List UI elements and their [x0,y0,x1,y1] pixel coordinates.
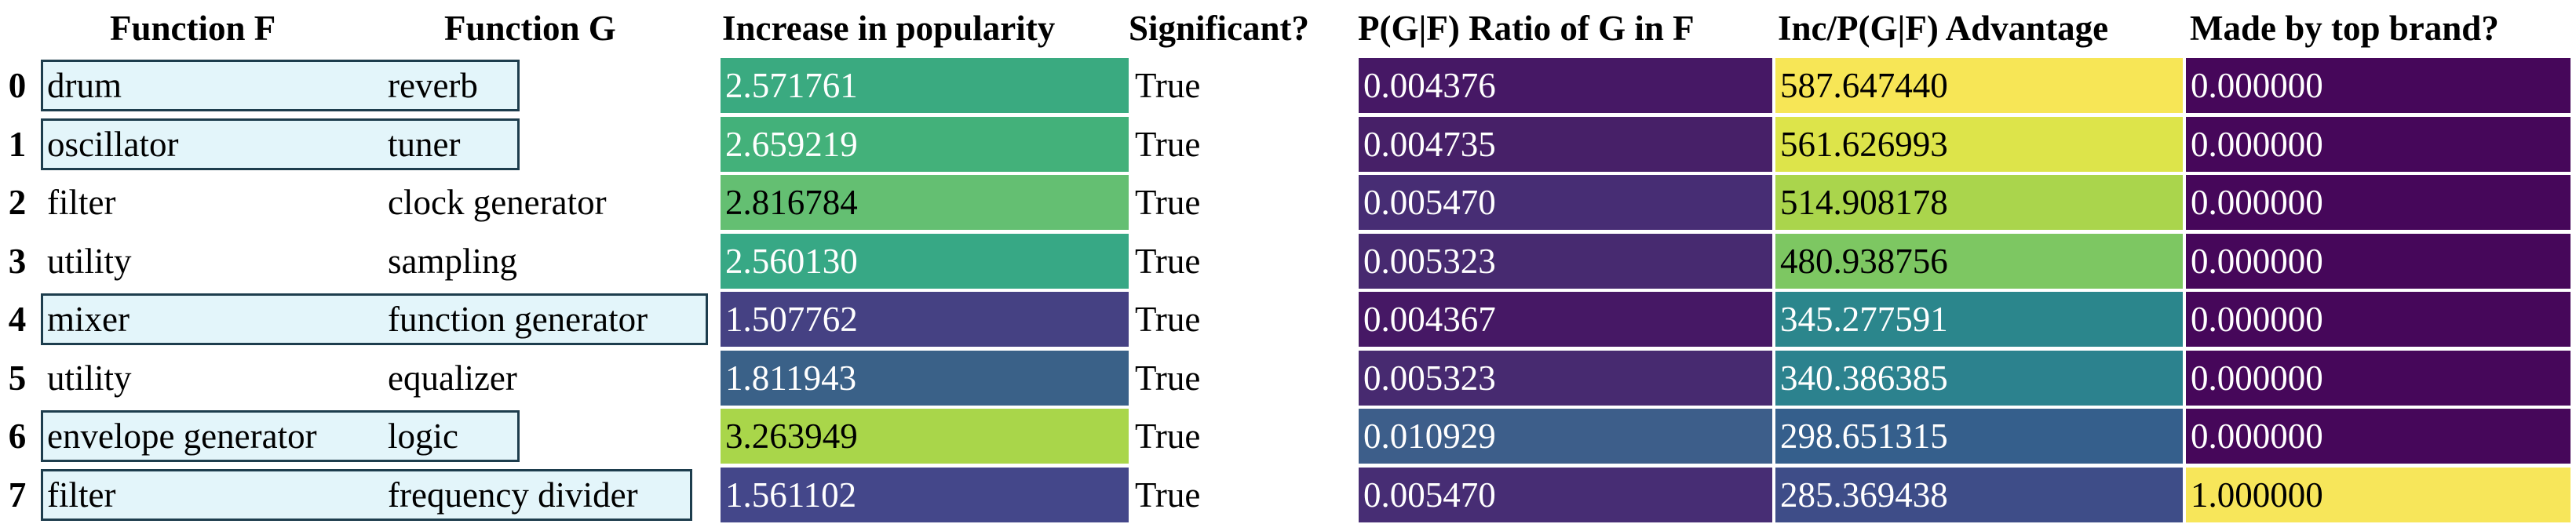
function-g-cell: clock generator [388,183,607,222]
pgf-ratio-cell: 0.004735 [1359,116,1772,172]
increase-cell: 2.816784 [721,175,1129,230]
increase-cell: 3.263949 [721,409,1129,464]
top-brand-cell: 0.000000 [2186,409,2571,464]
header-significant: Significant? [1129,9,1310,48]
function-f-cell: filter [47,183,116,222]
top-brand-cell: 0.000000 [2186,292,2571,347]
inc-pgf-advantage-cell: 561.626993 [1775,116,2183,172]
inc-pgf-advantage-cell: 298.651315 [1775,409,2183,464]
row-index: 1 [8,124,27,164]
significant-cell: True [1135,183,1201,222]
increase-cell: 1.561102 [721,467,1129,522]
row-index: 5 [8,358,27,398]
pgf-ratio-cell: 0.005323 [1359,350,1772,406]
inc-pgf-advantage-cell: 514.908178 [1775,175,2183,230]
significant-cell: True [1135,358,1201,398]
row-index: 4 [8,300,27,339]
function-f-cell: drum [47,66,122,105]
function-g-cell: equalizer [388,358,517,398]
increase-cell: 2.560130 [721,233,1129,289]
top-brand-cell: 0.000000 [2186,233,2571,289]
row-index: 7 [8,475,27,515]
header-function-g: Function G [444,9,616,48]
function-f-cell: utility [47,241,132,281]
header-pgf-ratio: P(G|F) Ratio of G in F [1358,9,1695,48]
significant-cell: True [1135,475,1201,515]
function-pair-highlight-box [41,410,520,462]
header-inc-pgf-advantage: Inc/P(G|F) Advantage [1778,9,2109,48]
inc-pgf-advantage-cell: 480.938756 [1775,233,2183,289]
function-f-cell: utility [47,358,132,398]
significant-cell: True [1135,241,1201,281]
function-g-cell: tuner [388,124,461,164]
header-made-by-top-brand: Made by top brand? [2190,9,2499,48]
row-index: 0 [8,66,27,105]
function-f-cell: filter [47,475,116,515]
function-pair-highlight-box [41,60,520,111]
function-g-cell: sampling [388,241,517,281]
increase-cell: 1.811943 [721,350,1129,406]
row-index: 2 [8,183,27,222]
significant-cell: True [1135,66,1201,105]
function-f-cell: oscillator [47,124,179,164]
top-brand-cell: 1.000000 [2186,467,2571,522]
inc-pgf-advantage-cell: 587.647440 [1775,58,2183,113]
inc-pgf-advantage-cell: 285.369438 [1775,467,2183,522]
increase-cell: 2.571761 [721,58,1129,113]
inc-pgf-advantage-cell: 340.386385 [1775,350,2183,406]
top-brand-cell: 0.000000 [2186,58,2571,113]
function-g-cell: frequency divider [388,475,638,515]
pgf-ratio-cell: 0.005470 [1359,467,1772,522]
function-f-cell: mixer [47,300,130,339]
significant-cell: True [1135,124,1201,164]
header-function-f: Function F [110,9,276,48]
inc-pgf-advantage-cell: 345.277591 [1775,292,2183,347]
top-brand-cell: 0.000000 [2186,116,2571,172]
increase-cell: 2.659219 [721,116,1129,172]
top-brand-cell: 0.000000 [2186,175,2571,230]
header-increase-in-popularity: Increase in popularity [722,9,1056,48]
function-pair-highlight-box [41,293,708,345]
function-g-cell: function generator [388,300,648,339]
pgf-ratio-cell: 0.010929 [1359,409,1772,464]
row-index: 3 [8,241,27,281]
pgf-ratio-cell: 0.005323 [1359,233,1772,289]
function-pair-highlight-box [41,468,692,521]
function-pair-highlight-box [41,118,520,170]
top-brand-cell: 0.000000 [2186,350,2571,406]
significant-cell: True [1135,300,1201,339]
function-g-cell: reverb [388,66,478,105]
increase-cell: 1.507762 [721,292,1129,347]
pgf-ratio-cell: 0.004376 [1359,58,1772,113]
function-f-cell: envelope generator [47,417,317,456]
row-index: 6 [8,417,27,456]
pgf-ratio-cell: 0.005470 [1359,175,1772,230]
pgf-ratio-cell: 0.004367 [1359,292,1772,347]
significant-cell: True [1135,417,1201,456]
function-g-cell: logic [388,417,458,456]
